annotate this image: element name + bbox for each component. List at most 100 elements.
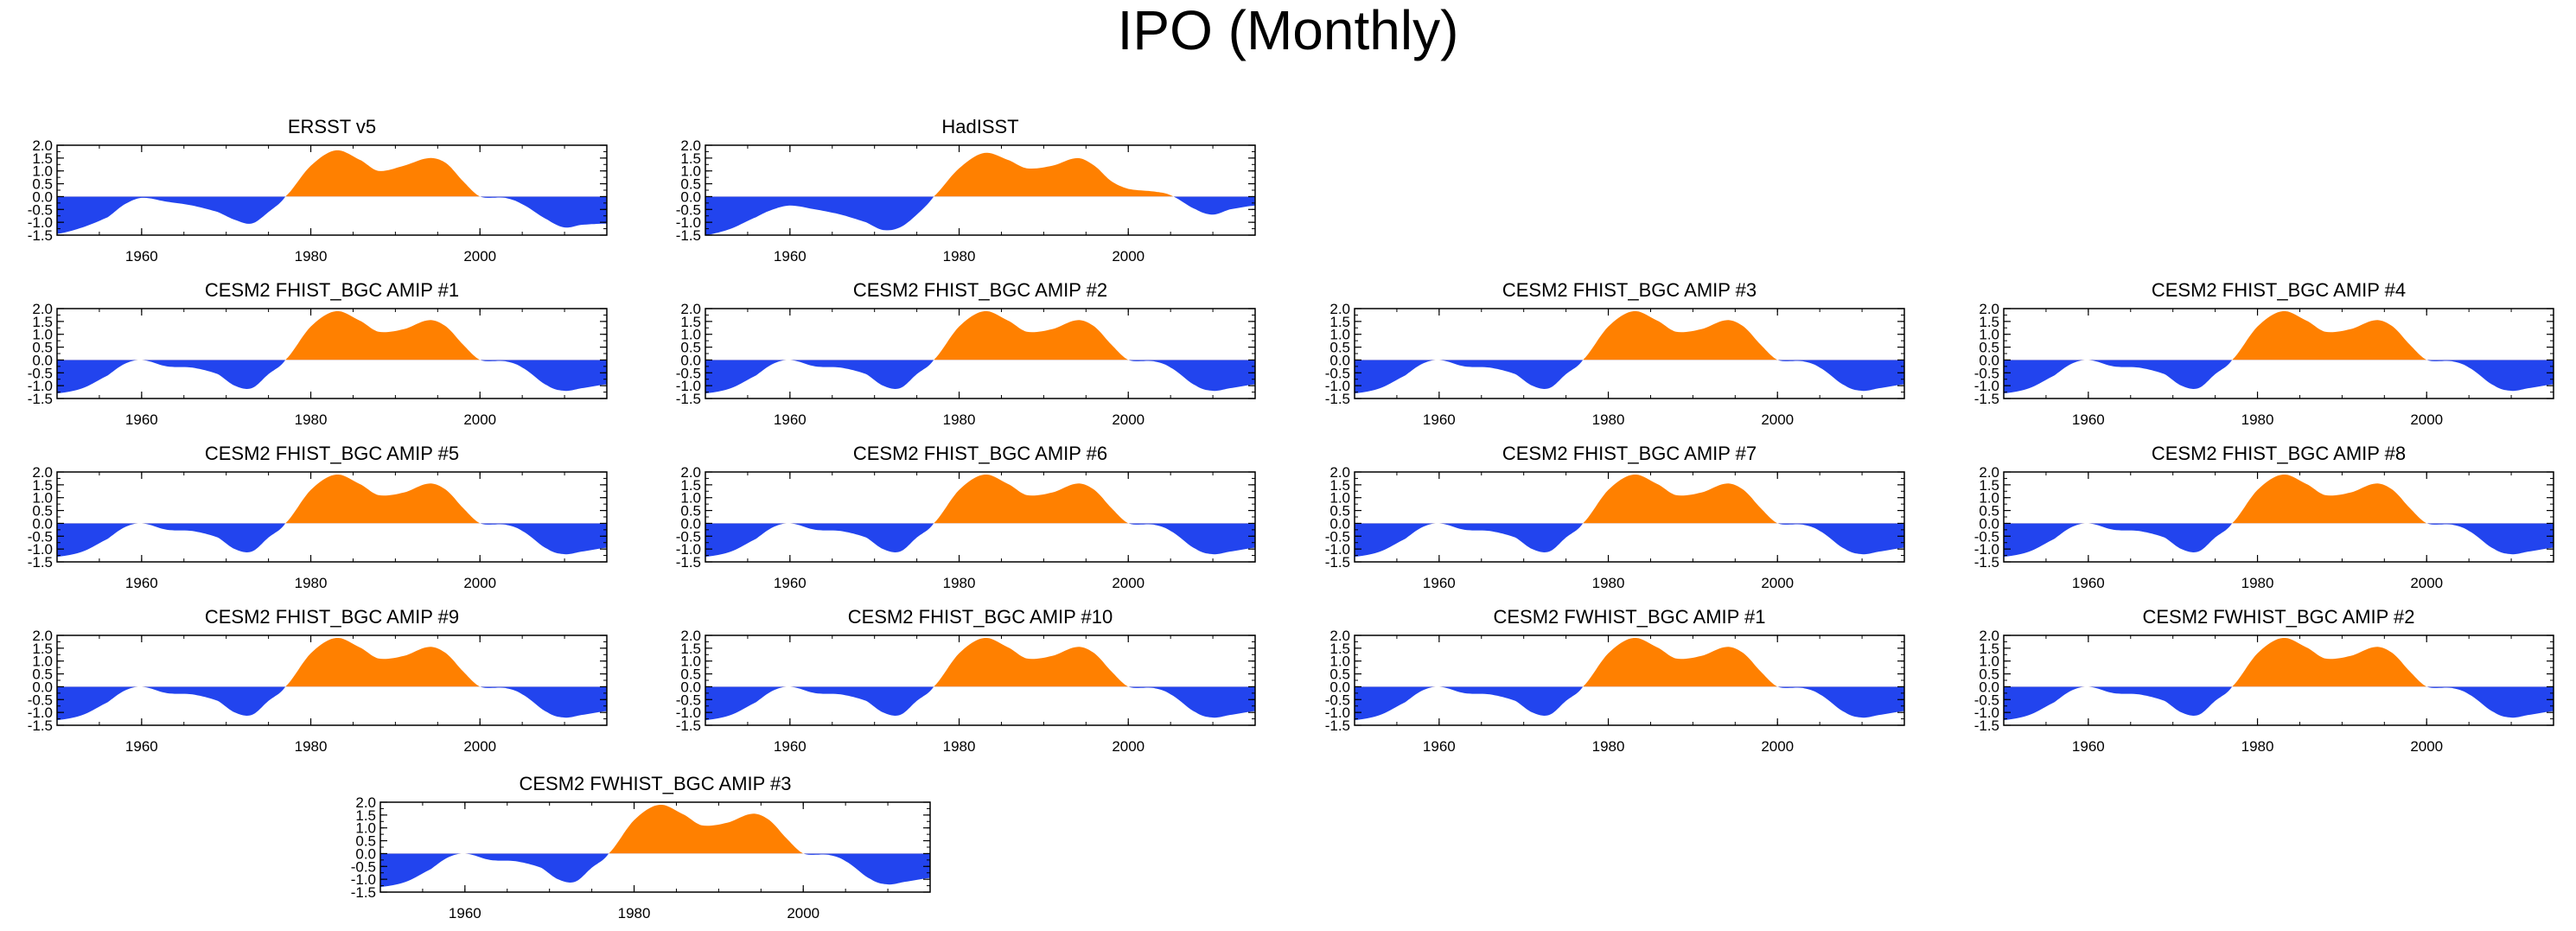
- y-tick-label: 1.5: [32, 477, 53, 494]
- y-tick-label: 0.0: [32, 352, 53, 368]
- x-tick-label: 2000: [463, 248, 496, 265]
- negative-area: [2004, 523, 2554, 558]
- x-tick-label: 2000: [1761, 575, 1794, 591]
- x-tick-label: 1960: [1423, 575, 1456, 591]
- panel-title: HadISST: [941, 116, 1018, 137]
- x-tick-label: 2000: [2410, 575, 2443, 591]
- negative-area: [380, 853, 930, 888]
- x-tick-label: 1960: [774, 248, 807, 265]
- x-tick-label: 1960: [774, 411, 807, 428]
- panel-title: CESM2 FHIST_BGC AMIP #7: [1502, 443, 1757, 464]
- y-tick-label: -1.0: [1974, 378, 1999, 394]
- panel: CESM2 FWHIST_BGC AMIP #12.01.51.00.50.0-…: [1325, 606, 1905, 755]
- y-tick-label: -0.5: [676, 365, 701, 381]
- negative-area: [57, 196, 607, 234]
- y-tick-label: 2.0: [1329, 628, 1350, 644]
- x-tick-label: 1960: [1423, 411, 1456, 428]
- y-tick-label: 0.5: [680, 340, 701, 356]
- panel-title: CESM2 FHIST_BGC AMIP #5: [205, 443, 459, 464]
- y-tick-label: 0.5: [680, 503, 701, 520]
- x-tick-label: 1980: [295, 575, 328, 591]
- positive-area: [705, 311, 1255, 360]
- positive-area: [57, 475, 607, 524]
- negative-area: [705, 360, 1255, 394]
- y-tick-label: 0.0: [680, 679, 701, 695]
- y-tick-label: 1.5: [1979, 314, 1999, 330]
- y-tick-label: -1.5: [1325, 717, 1350, 734]
- y-tick-label: -1.5: [1974, 554, 1999, 571]
- y-tick-label: -0.5: [676, 692, 701, 708]
- positive-area: [1355, 475, 1904, 524]
- y-tick-label: -1.5: [1974, 391, 1999, 407]
- y-tick-label: 0.5: [32, 340, 53, 356]
- y-tick-label: 0.5: [32, 666, 53, 683]
- y-tick-label: 1.5: [32, 150, 53, 167]
- x-tick-label: 2000: [1112, 738, 1145, 755]
- y-tick-label: 0.0: [680, 188, 701, 205]
- y-tick-label: -1.5: [351, 884, 376, 901]
- y-tick-label: 2.0: [680, 137, 701, 154]
- x-tick-label: 2000: [1761, 738, 1794, 755]
- figure-title: IPO (Monthly): [1117, 0, 1459, 61]
- y-tick-label: 1.0: [32, 654, 53, 670]
- x-tick-label: 2000: [1112, 248, 1145, 265]
- y-tick-label: 0.5: [32, 503, 53, 520]
- y-tick-label: -1.0: [351, 871, 376, 888]
- y-tick-label: -0.5: [28, 365, 53, 381]
- y-tick-label: 0.5: [680, 176, 701, 193]
- x-tick-label: 1980: [943, 248, 976, 265]
- panel-title: CESM2 FHIST_BGC AMIP #8: [2152, 443, 2406, 464]
- panel-title: CESM2 FHIST_BGC AMIP #9: [205, 606, 459, 628]
- negative-area: [705, 196, 1255, 235]
- x-tick-label: 1960: [1423, 738, 1456, 755]
- y-tick-label: 1.0: [355, 820, 376, 837]
- y-tick-label: 1.5: [680, 150, 701, 167]
- y-tick-label: -1.5: [676, 227, 701, 244]
- panel: CESM2 FHIST_BGC AMIP #7 2.01.51.00.50.0-0…: [1325, 443, 1905, 591]
- y-tick-label: -1.0: [1325, 705, 1350, 721]
- y-tick-label: 2.0: [680, 464, 701, 481]
- y-tick-label: 1.0: [680, 163, 701, 180]
- y-tick-label: -1.0: [28, 378, 53, 394]
- panel: CESM2 FWHIST_BGC AMIP #22.01.51.00.50.0-…: [1974, 606, 2554, 755]
- panel: CESM2 FHIST_BGC AMIP #4 2.01.51.00.50.0-0…: [1974, 279, 2554, 428]
- positive-area: [57, 150, 607, 197]
- positive-area: [705, 152, 1255, 197]
- y-tick-label: -0.5: [676, 201, 701, 218]
- x-tick-label: 1960: [2072, 411, 2105, 428]
- panel: CESM2 FHIST_BGC AMIP #8 2.01.51.00.50.0-0…: [1974, 443, 2554, 591]
- y-tick-label: -0.5: [1325, 692, 1350, 708]
- positive-area: [57, 311, 607, 360]
- y-tick-label: 0.5: [680, 666, 701, 683]
- y-tick-label: -1.0: [28, 214, 53, 231]
- x-tick-label: 1980: [1592, 575, 1625, 591]
- y-tick-label: -1.5: [676, 717, 701, 734]
- x-tick-label: 1960: [449, 905, 481, 921]
- negative-area: [2004, 360, 2554, 394]
- y-tick-label: 2.0: [32, 301, 53, 317]
- y-tick-label: 0.0: [1329, 515, 1350, 532]
- y-tick-label: 2.0: [1979, 628, 1999, 644]
- y-tick-label: -1.5: [28, 227, 53, 244]
- x-tick-label: 1980: [1592, 411, 1625, 428]
- y-tick-label: 1.5: [1979, 477, 1999, 494]
- panel: CESM2 FHIST_BGC AMIP #102.01.51.00.50.0-…: [676, 606, 1256, 755]
- y-tick-label: -0.5: [1325, 528, 1350, 545]
- panel-title: CESM2 FWHIST_BGC AMIP #2: [2142, 606, 2414, 628]
- panel: CESM2 FHIST_BGC AMIP #5 2.01.51.00.50.0-0…: [28, 443, 608, 591]
- y-tick-label: 0.0: [1329, 352, 1350, 368]
- y-tick-label: 1.0: [1329, 490, 1350, 507]
- y-tick-label: 0.5: [1979, 340, 1999, 356]
- y-tick-label: 2.0: [32, 464, 53, 481]
- panel-title: CESM2 FWHIST_BGC AMIP #1: [1493, 606, 1765, 628]
- negative-area: [705, 523, 1255, 558]
- negative-area: [57, 686, 607, 721]
- y-tick-label: -1.0: [1325, 541, 1350, 558]
- x-tick-label: 1980: [1592, 738, 1625, 755]
- x-tick-label: 2000: [2410, 411, 2443, 428]
- x-tick-label: 1980: [295, 248, 328, 265]
- y-tick-label: 1.5: [1329, 477, 1350, 494]
- y-tick-label: -1.5: [676, 391, 701, 407]
- x-tick-label: 1980: [295, 411, 328, 428]
- panel-title: ERSST v5: [288, 116, 376, 137]
